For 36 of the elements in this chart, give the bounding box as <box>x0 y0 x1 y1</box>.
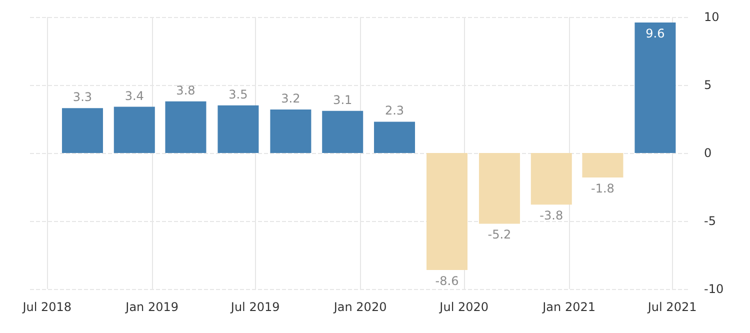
bar <box>114 106 155 153</box>
x-tick-label: Jul 2018 <box>22 300 72 314</box>
data-label: -5.2 <box>488 228 512 242</box>
y-tick-label: 0 <box>704 146 712 160</box>
data-label: 3.2 <box>281 91 300 106</box>
data-label: -8.6 <box>435 274 459 288</box>
bar <box>478 153 520 224</box>
bar <box>218 105 259 153</box>
data-label: -1.8 <box>591 181 614 196</box>
x-tick-label: Jan 2020 <box>332 300 387 314</box>
x-tick-label: Jan 2019 <box>124 300 179 314</box>
bar <box>530 153 572 205</box>
data-label: 3.1 <box>333 92 352 107</box>
bar <box>322 110 364 153</box>
bar <box>270 109 312 153</box>
y-tick-label: -10 <box>704 282 724 296</box>
data-label: 9.6 <box>646 26 665 40</box>
bar <box>426 153 468 270</box>
data-label: 3.4 <box>124 88 144 103</box>
bar <box>62 108 103 153</box>
bar <box>374 122 416 153</box>
data-label: 2.3 <box>384 104 404 118</box>
data-label: -3.8 <box>540 208 564 223</box>
x-tick-label: Jan 2021 <box>542 300 596 314</box>
y-tick-label: 5 <box>704 78 712 92</box>
x-tick-label: Jul 2021 <box>646 300 697 314</box>
x-tick-label: Jul 2019 <box>230 300 280 314</box>
data-label: 3.8 <box>176 83 196 98</box>
x-tick-label: Jul 2020 <box>438 300 489 314</box>
y-tick-label: -5 <box>704 214 716 228</box>
data-label: 3.5 <box>228 87 248 102</box>
bar <box>582 153 624 178</box>
y-tick-label: 10 <box>704 10 720 24</box>
data-label: 3.3 <box>72 90 92 104</box>
bar <box>634 22 676 153</box>
bar <box>165 101 206 153</box>
